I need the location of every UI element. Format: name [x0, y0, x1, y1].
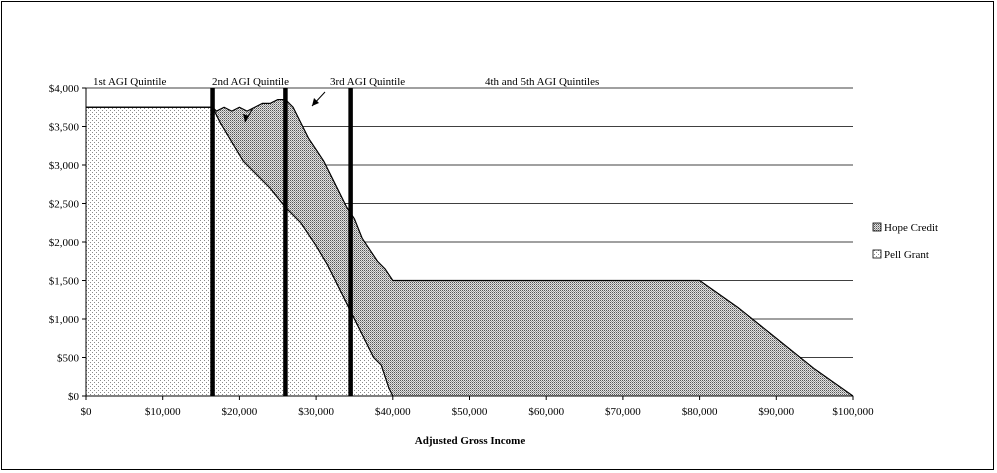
x-tick-label: $70,000	[605, 406, 641, 418]
x-tick-label: $40,000	[375, 406, 411, 418]
x-tick-label: $60,000	[528, 406, 564, 418]
y-tick-label: $3,500	[49, 122, 80, 134]
x-axis-title: Adjusted Gross Income	[415, 435, 526, 447]
annotation-q1: 1st AGI Quintile	[93, 76, 166, 88]
y-tick-label: $2,500	[49, 199, 80, 211]
x-tick-label: $50,000	[452, 406, 488, 418]
x-tick-label: $30,000	[298, 406, 334, 418]
annotation-q3: 3rd AGI Quintile	[330, 76, 405, 88]
x-tick-label: $20,000	[222, 406, 258, 418]
y-tick-label: $3,000	[49, 160, 80, 172]
legend-label-hope: Hope Credit	[884, 222, 938, 234]
legend: Hope Credit Pell Grant	[869, 215, 985, 265]
x-tick-label: $100,000	[832, 406, 874, 418]
line-pell-grant	[86, 106, 394, 397]
y-tick-label: $1,500	[49, 276, 80, 288]
legend-label-pell: Pell Grant	[884, 249, 929, 261]
x-tick-label: $10,000	[145, 406, 181, 418]
x-axis-ticks: $0 $10,000 $20,000 $30,000 $40,000 $50,000 $60…	[81, 396, 874, 418]
y-tick-label: $0	[68, 391, 80, 403]
area-pell-grant	[86, 107, 393, 396]
y-axis-ticks: $0 $500 $1,000 $1,500 $2,000 $2,500 $3,000 $3,5…	[49, 83, 86, 403]
x-tick-label: $90,000	[758, 406, 794, 418]
x-tick-label: $0	[81, 406, 93, 418]
annotation-arrowhead-q3	[312, 98, 319, 106]
y-tick-label: $1,000	[49, 314, 80, 326]
x-tick-label: $80,000	[682, 406, 718, 418]
y-tick-label: $2,000	[49, 237, 80, 249]
annotation-arrowhead-q2	[243, 114, 249, 122]
quintile-markers	[210, 88, 353, 396]
legend-swatch-hope	[872, 222, 882, 232]
line-hope-credit	[86, 98, 854, 397]
annotation-q2: 2nd AGI Quintile	[212, 76, 289, 88]
legend-swatch-pell	[872, 249, 882, 259]
annotation-q45: 4th and 5th AGI Quintiles	[485, 76, 599, 88]
y-tick-label: $4,000	[49, 83, 80, 95]
plot-areas	[86, 98, 854, 397]
y-tick-label: $500	[57, 353, 80, 365]
